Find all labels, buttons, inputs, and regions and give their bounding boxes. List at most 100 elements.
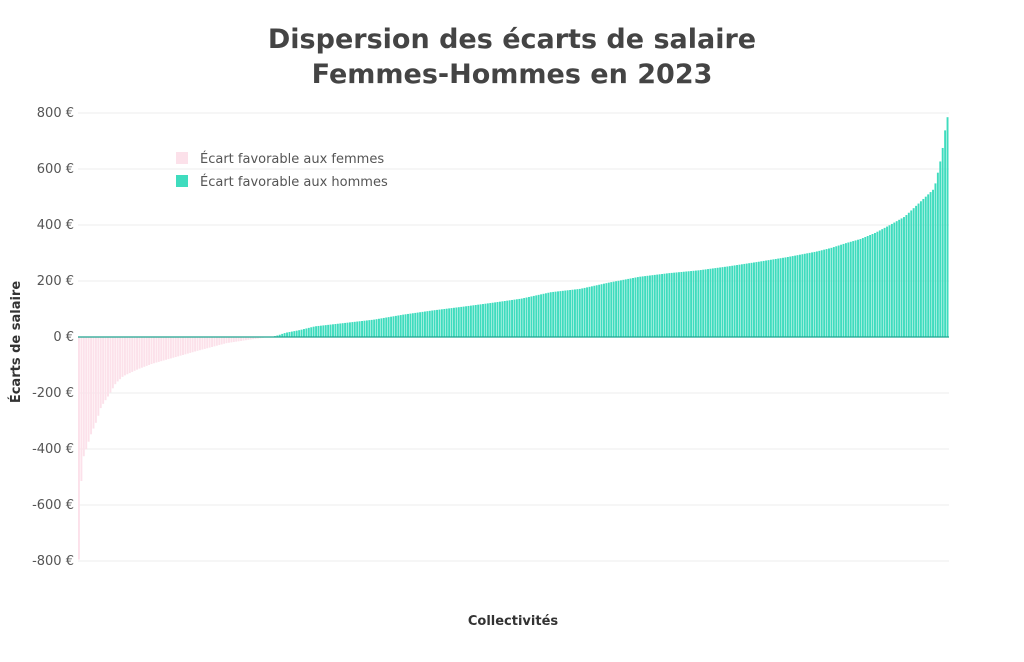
bar-hommes[interactable]: [508, 300, 511, 337]
bar-hommes[interactable]: [939, 161, 942, 337]
bar-hommes[interactable]: [915, 205, 918, 337]
bar-hommes[interactable]: [900, 218, 903, 337]
bar-femmes[interactable]: [242, 337, 245, 341]
bar-femmes[interactable]: [121, 337, 124, 377]
bar-femmes[interactable]: [155, 337, 158, 363]
bar-hommes[interactable]: [600, 284, 603, 337]
bar-hommes[interactable]: [303, 329, 305, 337]
bar-hommes[interactable]: [876, 231, 879, 337]
bar-hommes[interactable]: [907, 212, 910, 337]
bar-hommes[interactable]: [777, 258, 780, 337]
bar-hommes[interactable]: [733, 265, 736, 337]
bar-hommes[interactable]: [634, 277, 637, 337]
bar-hommes[interactable]: [576, 289, 579, 337]
bar-hommes[interactable]: [588, 286, 591, 337]
bar-femmes[interactable]: [257, 337, 259, 339]
bar-hommes[interactable]: [830, 247, 833, 337]
bar-hommes[interactable]: [453, 307, 455, 337]
bar-hommes[interactable]: [661, 274, 664, 337]
bar-hommes[interactable]: [796, 255, 799, 337]
bar-hommes[interactable]: [890, 223, 893, 337]
bar-femmes[interactable]: [244, 337, 247, 341]
bar-hommes[interactable]: [431, 310, 434, 338]
bar-femmes[interactable]: [92, 337, 95, 429]
bar-femmes[interactable]: [90, 337, 93, 435]
bar-femmes[interactable]: [189, 337, 192, 353]
bar-hommes[interactable]: [433, 310, 436, 337]
bar-hommes[interactable]: [859, 239, 862, 337]
bar-hommes[interactable]: [324, 325, 327, 337]
bar-hommes[interactable]: [687, 271, 690, 337]
bar-hommes[interactable]: [840, 244, 843, 337]
bar-femmes[interactable]: [211, 337, 213, 347]
bar-hommes[interactable]: [653, 274, 656, 337]
bar-hommes[interactable]: [540, 294, 543, 337]
bar-femmes[interactable]: [148, 337, 151, 365]
bar-femmes[interactable]: [157, 337, 160, 362]
bar-hommes[interactable]: [753, 262, 755, 337]
bar-femmes[interactable]: [119, 337, 122, 380]
bar-hommes[interactable]: [399, 315, 402, 337]
bar-femmes[interactable]: [94, 337, 97, 423]
bar-hommes[interactable]: [387, 317, 390, 337]
bar-hommes[interactable]: [373, 319, 376, 337]
bar-hommes[interactable]: [523, 298, 526, 337]
bar-hommes[interactable]: [844, 243, 847, 337]
bar-hommes[interactable]: [692, 270, 695, 337]
bar-hommes[interactable]: [581, 288, 584, 337]
bar-femmes[interactable]: [145, 337, 148, 366]
bar-femmes[interactable]: [172, 337, 175, 358]
bar-hommes[interactable]: [518, 298, 521, 337]
bar-hommes[interactable]: [849, 241, 852, 337]
bar-hommes[interactable]: [327, 324, 330, 337]
bar-femmes[interactable]: [162, 337, 165, 361]
bar-hommes[interactable]: [586, 287, 588, 337]
bar-hommes[interactable]: [566, 290, 569, 337]
bar-hommes[interactable]: [370, 319, 373, 337]
bar-hommes[interactable]: [290, 331, 293, 337]
bar-hommes[interactable]: [702, 269, 705, 337]
bar-hommes[interactable]: [426, 311, 429, 337]
bar-femmes[interactable]: [252, 337, 255, 340]
bar-femmes[interactable]: [165, 337, 168, 360]
bar-femmes[interactable]: [150, 337, 153, 365]
bar-femmes[interactable]: [235, 337, 238, 342]
bar-hommes[interactable]: [276, 335, 279, 337]
bar-hommes[interactable]: [438, 309, 441, 337]
bar-hommes[interactable]: [919, 201, 922, 337]
bar-hommes[interactable]: [494, 302, 497, 337]
bar-hommes[interactable]: [404, 314, 407, 337]
bar-hommes[interactable]: [750, 262, 753, 337]
bar-femmes[interactable]: [143, 337, 146, 367]
bar-femmes[interactable]: [167, 337, 170, 360]
bar-hommes[interactable]: [315, 326, 318, 337]
bar-hommes[interactable]: [552, 291, 555, 337]
bar-femmes[interactable]: [213, 337, 216, 347]
bar-hommes[interactable]: [798, 254, 801, 337]
bar-hommes[interactable]: [450, 308, 453, 337]
bar-hommes[interactable]: [719, 267, 722, 337]
bar-hommes[interactable]: [932, 189, 934, 337]
bar-hommes[interactable]: [721, 267, 724, 337]
bar-hommes[interactable]: [760, 261, 763, 337]
bar-hommes[interactable]: [924, 196, 927, 337]
bar-hommes[interactable]: [532, 295, 535, 337]
bar-hommes[interactable]: [757, 261, 760, 337]
bar-hommes[interactable]: [467, 305, 470, 337]
bar-femmes[interactable]: [198, 337, 201, 351]
bar-hommes[interactable]: [486, 303, 489, 337]
bar-hommes[interactable]: [482, 304, 484, 337]
bar-hommes[interactable]: [593, 285, 596, 337]
bar-hommes[interactable]: [895, 221, 898, 337]
bar-hommes[interactable]: [612, 281, 615, 337]
bar-hommes[interactable]: [917, 203, 920, 337]
bar-hommes[interactable]: [363, 320, 366, 337]
bar-hommes[interactable]: [929, 192, 932, 337]
bar-femmes[interactable]: [126, 337, 129, 375]
bar-hommes[interactable]: [944, 130, 947, 337]
bar-hommes[interactable]: [673, 272, 676, 337]
bar-hommes[interactable]: [767, 260, 770, 337]
bar-hommes[interactable]: [791, 256, 794, 337]
bar-femmes[interactable]: [104, 337, 107, 401]
bar-hommes[interactable]: [801, 254, 804, 337]
